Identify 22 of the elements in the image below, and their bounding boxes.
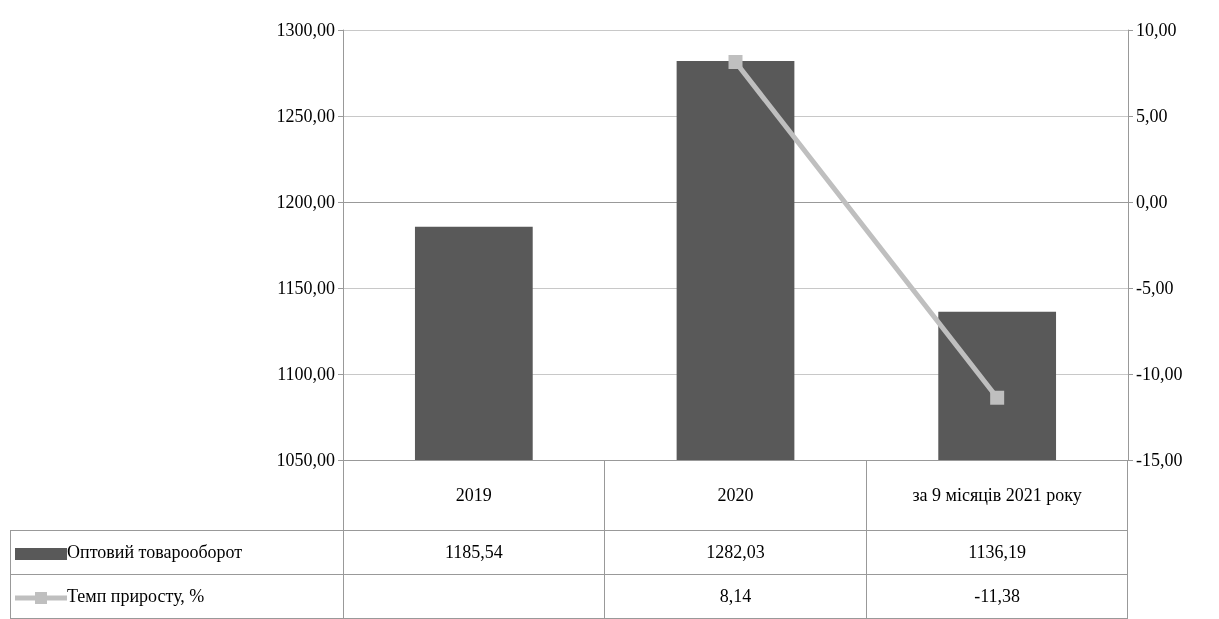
y-tick-label: 1200,00 xyxy=(276,192,335,212)
y-tick-label: 1150,00 xyxy=(277,278,335,298)
y2-tick-label: -15,00 xyxy=(1136,450,1183,470)
data-label: 8,14 xyxy=(604,574,867,619)
x-tick-label: за 9 місяців 2021 року xyxy=(866,460,1128,531)
y2-tick-label: -5,00 xyxy=(1136,278,1174,298)
data-label: 1185,54 xyxy=(343,530,605,575)
y-tick-label: 1300,00 xyxy=(276,20,335,40)
y2-tick-label: 0,00 xyxy=(1136,192,1168,212)
legend-label: Темп приросту, % xyxy=(67,586,205,606)
y2-tick-label: -10,00 xyxy=(1136,364,1183,384)
data-label: -11,38 xyxy=(866,574,1128,619)
y-tick-label: 1050,00 xyxy=(276,450,335,470)
data-label: 1136,19 xyxy=(866,530,1128,575)
y2-tick-label: 5,00 xyxy=(1136,106,1168,126)
y-tick-label: 1250,00 xyxy=(276,106,335,126)
x-tick-label: 2020 xyxy=(604,460,867,531)
x-tick-label: 2019 xyxy=(343,460,605,531)
data-label: 1282,03 xyxy=(604,530,867,575)
y2-tick-label: 10,00 xyxy=(1136,20,1177,40)
y-tick-label: 1100,00 xyxy=(277,364,335,384)
legend-label: Оптовий товарооборот xyxy=(67,542,243,562)
